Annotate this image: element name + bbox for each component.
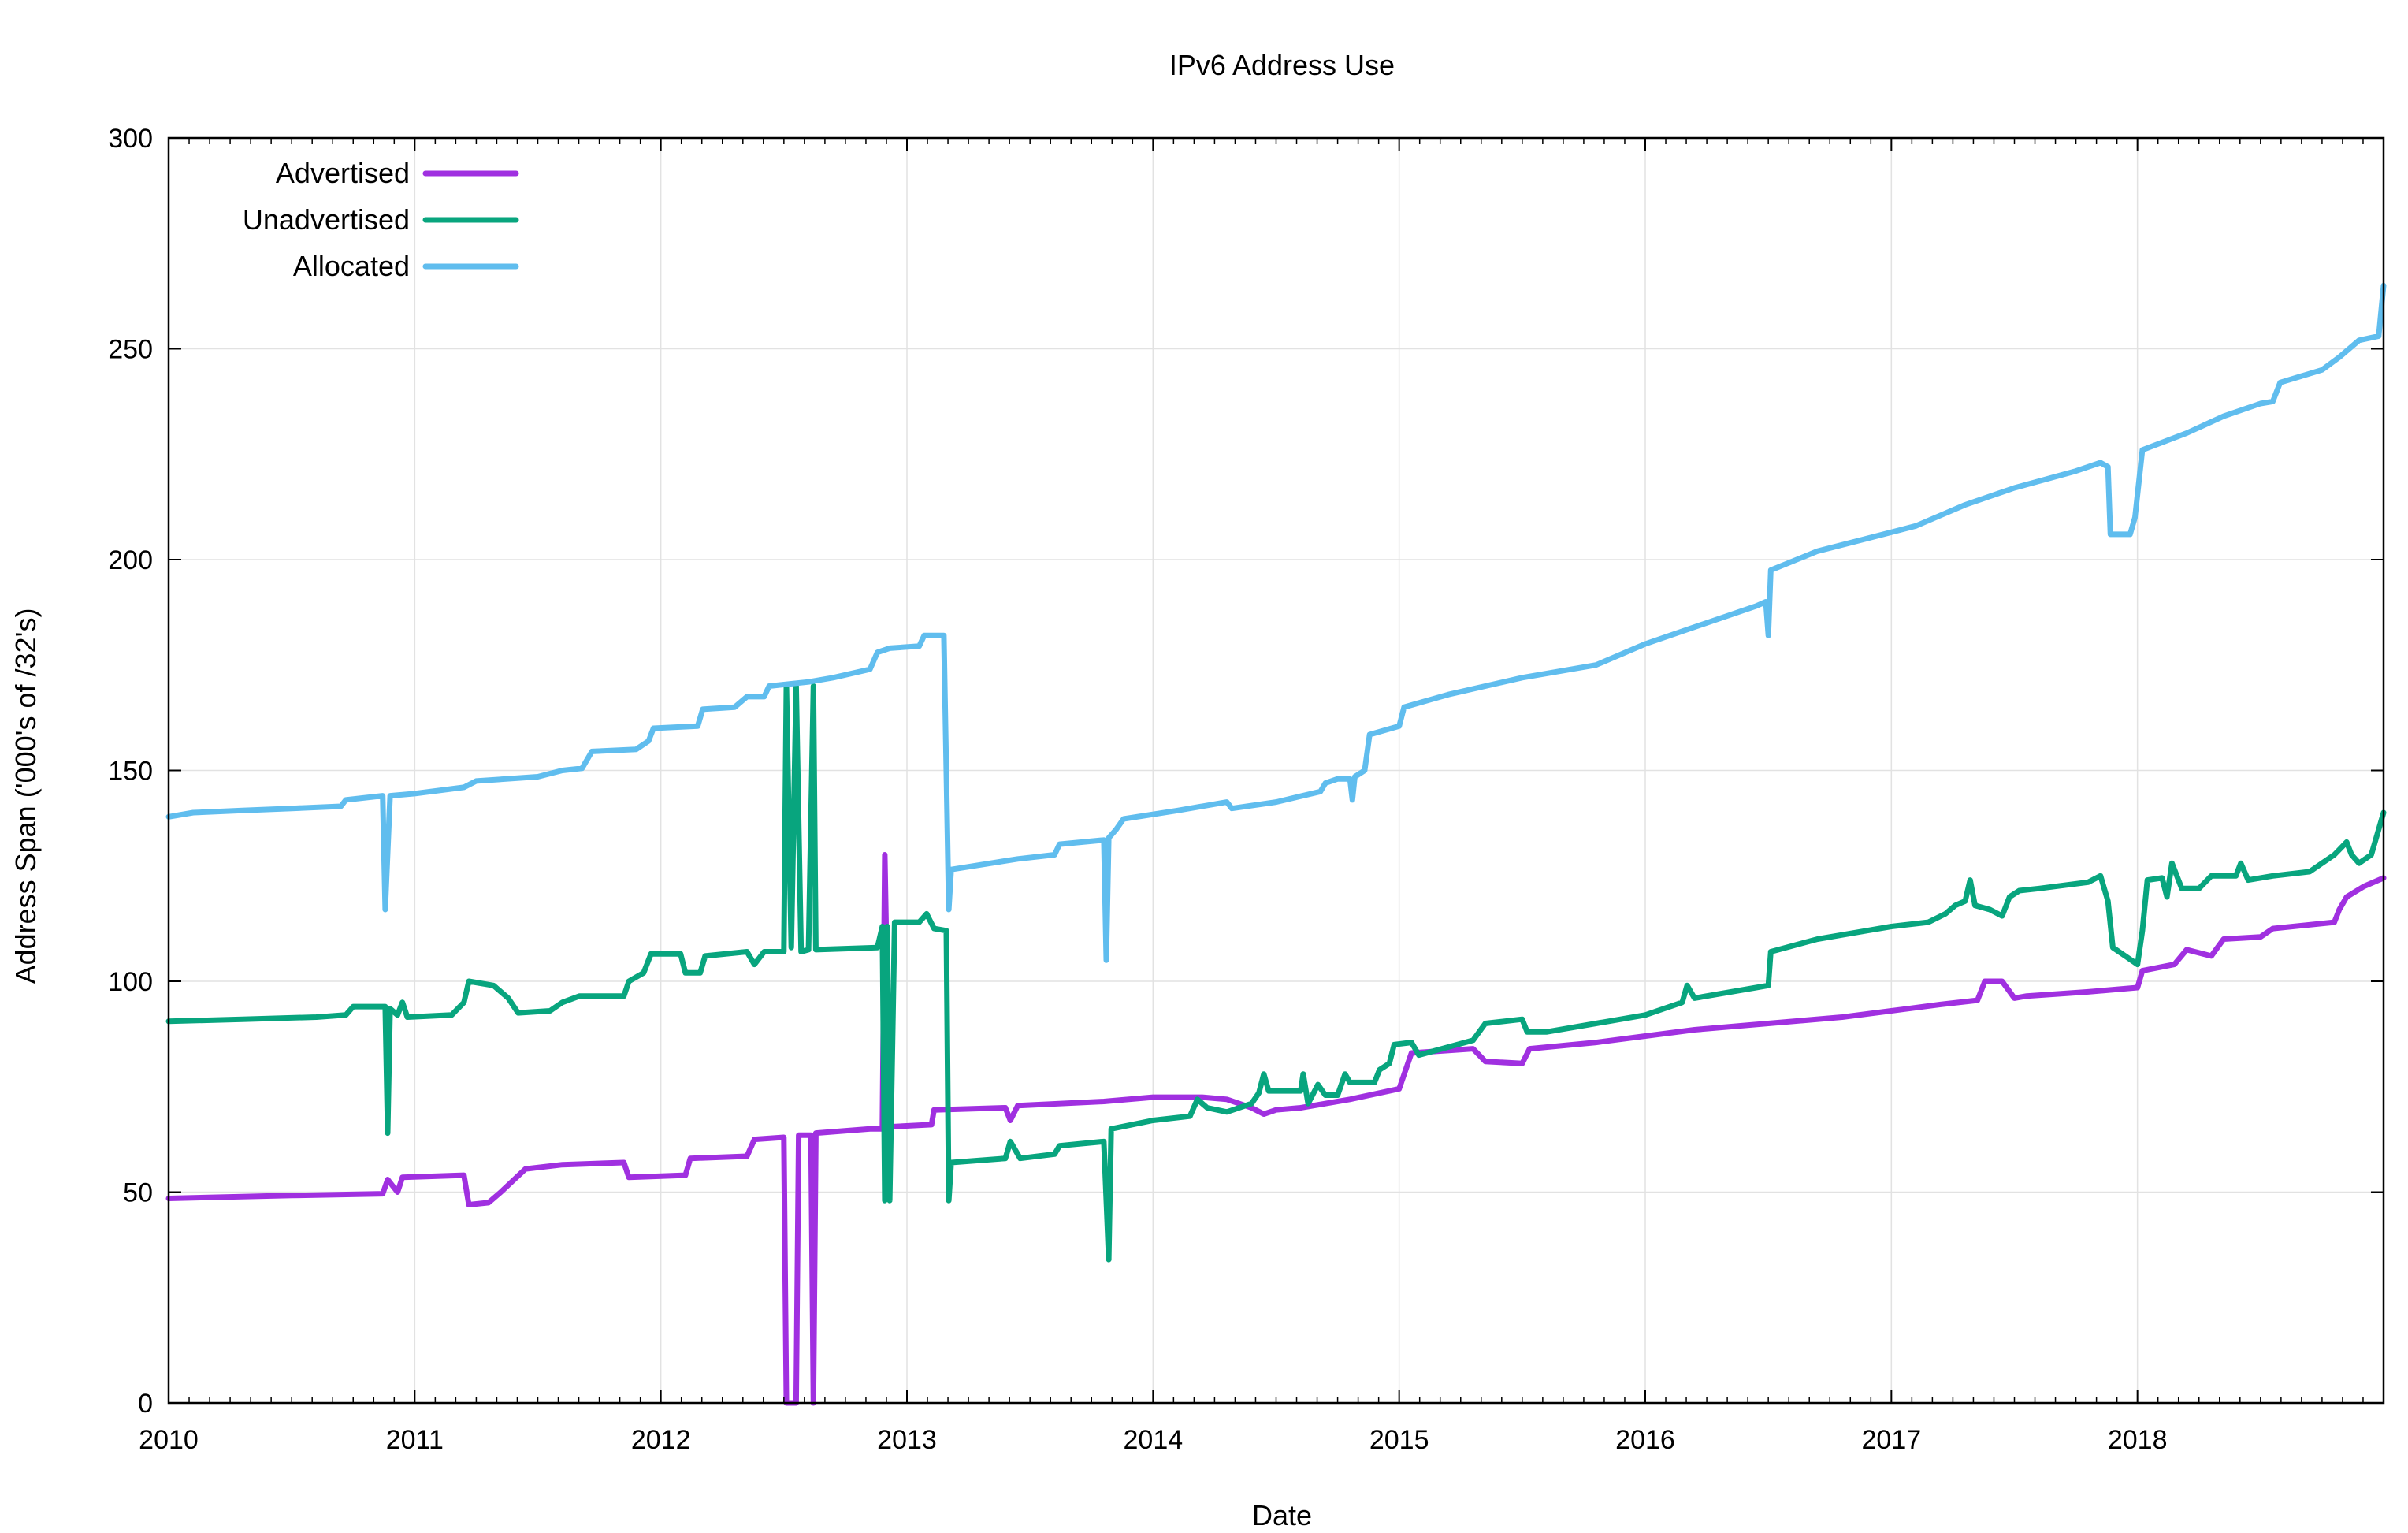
x-tick-label: 2018 xyxy=(2108,1425,2168,1455)
y-tick-label: 0 xyxy=(138,1389,153,1419)
axis-ticks xyxy=(168,137,2384,1404)
y-tick-label: 150 xyxy=(108,757,153,787)
chart-title: IPv6 Address Use xyxy=(1169,49,1395,81)
legend: Advertised Unadvertised Allocated xyxy=(243,157,519,282)
series-lines xyxy=(165,282,2387,1406)
x-tick-label: 2012 xyxy=(631,1425,691,1455)
legend-label-allocated: Allocated xyxy=(293,250,410,282)
legend-label-unadvertised: Unadvertised xyxy=(243,203,410,236)
x-tick-label: 2010 xyxy=(139,1425,199,1455)
y-tick-label: 50 xyxy=(123,1178,153,1208)
x-tick-label: 2017 xyxy=(1862,1425,1922,1455)
x-tick-label: 2014 xyxy=(1124,1425,1184,1455)
series-line-unadvertised xyxy=(165,683,2387,1263)
y-axis-title: Address Span ('000's of /32's) xyxy=(9,608,42,984)
x-axis-title: Date xyxy=(1252,1499,1312,1531)
series-line-allocated xyxy=(165,282,2387,963)
y-tick-label: 100 xyxy=(108,967,153,997)
legend-label-advertised: Advertised xyxy=(276,157,410,189)
y-tick-label: 200 xyxy=(108,545,153,575)
x-tick-label: 2015 xyxy=(1369,1425,1429,1455)
x-tick-label: 2016 xyxy=(1615,1425,1675,1455)
series-line-advertised xyxy=(165,852,2387,1406)
x-tick-label: 2011 xyxy=(386,1425,444,1455)
y-tick-label: 250 xyxy=(108,335,153,365)
gridlines xyxy=(168,138,2384,1403)
tick-labels: 2010 2011 2012 2013 2014 2015 2016 2017 2018 0 50 1… xyxy=(108,124,2167,1455)
y-tick-label: 300 xyxy=(108,124,153,154)
x-tick-label: 2013 xyxy=(877,1425,937,1455)
